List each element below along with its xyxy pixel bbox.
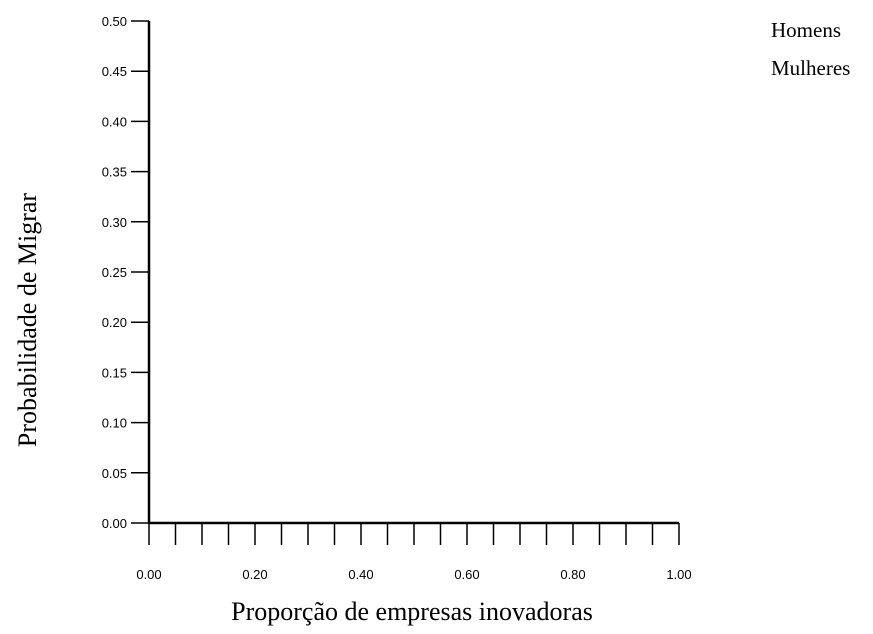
x-tick-label: 0.60 [454, 567, 479, 582]
legend-item-mulheres: Mulheres [771, 56, 850, 80]
y-tick-label: 0.50 [102, 14, 127, 29]
x-tick-label: 0.20 [242, 567, 267, 582]
x-axis-ticks: 0.00 0.20 0.40 0.60 0.80 1.00 [136, 523, 692, 582]
y-tick-label: 0.40 [102, 114, 127, 129]
x-tick-label: 0.00 [136, 567, 161, 582]
y-tick-label: 0.35 [102, 165, 127, 180]
x-axis-title: Proporção de empresas inovadoras [231, 597, 593, 626]
y-tick-label: 0.00 [102, 516, 127, 531]
y-tick-label: 0.10 [102, 416, 127, 431]
x-tick-label: 0.80 [560, 567, 585, 582]
x-tick-label: 0.40 [348, 567, 373, 582]
y-tick-label: 0.25 [102, 265, 127, 280]
y-axis-ticks: 0.00 0.05 0.10 0.15 0.20 0.25 0.30 0.35 0.40 0.45… [102, 14, 149, 531]
y-axis-title: Probabilidade de Migrar [13, 193, 42, 447]
y-tick-label: 0.30 [102, 215, 127, 230]
legend-item-homens: Homens [771, 18, 841, 42]
y-tick-label: 0.05 [102, 466, 127, 481]
y-tick-label: 0.15 [102, 365, 127, 380]
y-tick-label: 0.45 [102, 64, 127, 79]
x-tick-label: 1.00 [666, 567, 691, 582]
y-tick-label: 0.20 [102, 315, 127, 330]
